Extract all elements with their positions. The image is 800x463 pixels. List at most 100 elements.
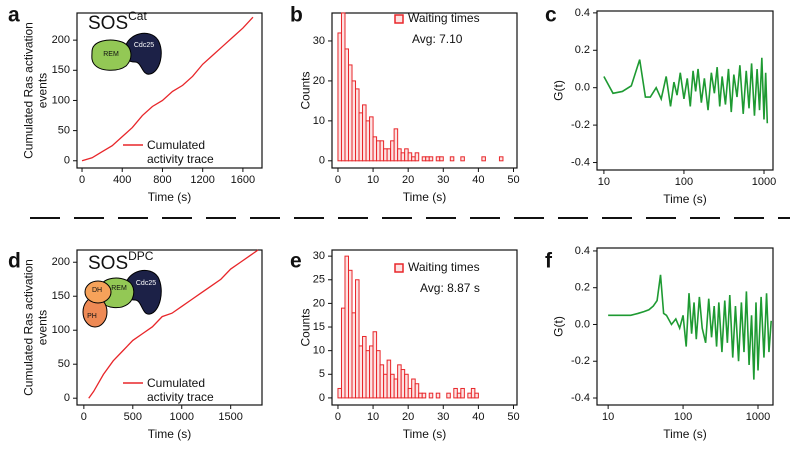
x-tick-label: 800 bbox=[153, 174, 171, 186]
x-tick-label: 0 bbox=[335, 411, 341, 423]
bar bbox=[397, 364, 402, 399]
y-tick-label: 30 bbox=[313, 35, 325, 47]
bar bbox=[365, 350, 371, 399]
legend-label: Waiting times bbox=[408, 11, 480, 25]
annotation-sup: Cat bbox=[128, 9, 147, 23]
bar bbox=[390, 373, 395, 399]
y-axis-label-box: Cumulated Ras activation events bbox=[21, 259, 49, 396]
x-tick-label: 100 bbox=[674, 411, 692, 423]
panel-label: a bbox=[8, 4, 20, 27]
bar bbox=[372, 331, 378, 399]
inset-label: Cdc25 bbox=[134, 42, 154, 49]
annotation-sup: DPC bbox=[128, 249, 154, 263]
x-axis-label: Time (s) bbox=[403, 427, 447, 441]
x-tick-label: 10 bbox=[602, 411, 614, 423]
panel-label: d bbox=[8, 250, 21, 273]
bar bbox=[456, 392, 462, 399]
bar bbox=[372, 136, 378, 162]
bar bbox=[351, 312, 357, 399]
y-axis-label: Counts bbox=[298, 71, 312, 110]
panel-label: b bbox=[290, 4, 303, 27]
legend-label: Cumulated activity trace bbox=[147, 138, 214, 166]
bar bbox=[453, 387, 458, 399]
data-line bbox=[81, 16, 254, 162]
x-axis-label: Time (s) bbox=[663, 192, 707, 206]
y-tick-label: 20 bbox=[313, 297, 325, 309]
x-tick-label: 1600 bbox=[231, 174, 255, 186]
plot-frame bbox=[76, 12, 263, 169]
x-axis-label: Time (s) bbox=[663, 427, 707, 441]
bar bbox=[404, 373, 409, 399]
plot-frame bbox=[331, 12, 518, 169]
x-axis-label: Time (s) bbox=[403, 190, 447, 204]
bar bbox=[400, 152, 406, 162]
x-tick-label: 40 bbox=[472, 174, 484, 186]
bar bbox=[407, 387, 413, 399]
inset-label: PH bbox=[87, 313, 97, 320]
bar bbox=[407, 152, 413, 162]
x-tick-label: 0 bbox=[79, 174, 85, 186]
annotation-main: SOS bbox=[88, 253, 128, 274]
bar bbox=[428, 156, 434, 162]
y-tick-label: 100 bbox=[52, 94, 70, 106]
bar bbox=[383, 373, 388, 399]
annotation: Avg: 7.10 bbox=[412, 32, 463, 46]
y-tick-label: -0.2 bbox=[571, 355, 590, 367]
legend-swatch bbox=[394, 263, 404, 273]
y-axis-label-box: Counts bbox=[298, 308, 312, 346]
y-tick-label: -0.4 bbox=[571, 156, 590, 168]
x-tick-label: 30 bbox=[437, 411, 449, 423]
y-tick-label: 0 bbox=[319, 155, 325, 167]
y-axis-label-box: Counts bbox=[298, 71, 312, 110]
y-tick-label: 150 bbox=[52, 64, 70, 76]
bar bbox=[418, 392, 423, 399]
bar bbox=[351, 80, 357, 162]
y-tick-label: -0.4 bbox=[571, 392, 590, 404]
bar bbox=[460, 387, 465, 399]
inset-label: REM bbox=[111, 285, 127, 292]
x-tick-label: 10 bbox=[367, 411, 379, 423]
inset-label: Cdc25 bbox=[136, 280, 156, 287]
bar bbox=[474, 392, 479, 399]
bar bbox=[347, 269, 353, 399]
annotation-main: SOS bbox=[88, 13, 128, 34]
bar bbox=[369, 345, 374, 399]
y-tick-label: 0.2 bbox=[575, 282, 590, 294]
bar bbox=[358, 345, 364, 399]
bar bbox=[340, 12, 346, 162]
bar bbox=[425, 156, 430, 162]
x-tick-label: 20 bbox=[402, 174, 414, 186]
x-tick-label: 50 bbox=[507, 411, 519, 423]
x-tick-label: 400 bbox=[113, 174, 131, 186]
inset-d: DH PH REM Cdc25 SOSDPC bbox=[82, 249, 162, 328]
bar bbox=[435, 156, 441, 162]
y-tick-label: 100 bbox=[52, 324, 70, 336]
y-tick-label: 20 bbox=[313, 75, 325, 87]
y-axis-label-box: G(t) bbox=[551, 80, 565, 101]
x-tick-label: 0 bbox=[81, 411, 87, 423]
y-tick-label: 0.2 bbox=[575, 44, 590, 56]
legend-label: Waiting times bbox=[408, 260, 480, 274]
bar bbox=[404, 148, 409, 162]
y-axis-label: Cumulated Ras activation events bbox=[21, 22, 49, 159]
y-tick-label: 50 bbox=[58, 125, 70, 137]
bar bbox=[449, 156, 455, 162]
plot-frame bbox=[596, 10, 774, 171]
annotation: Avg: 8.87 s bbox=[420, 281, 480, 295]
bar bbox=[347, 64, 353, 162]
x-tick-label: 100 bbox=[675, 176, 693, 188]
bar bbox=[365, 120, 371, 162]
bar bbox=[355, 279, 360, 399]
bar bbox=[386, 148, 392, 162]
bar bbox=[393, 128, 399, 162]
data-line bbox=[88, 249, 259, 399]
y-tick-label: 200 bbox=[52, 256, 70, 268]
y-axis-label: G(t) bbox=[551, 316, 565, 337]
bar bbox=[355, 88, 360, 162]
y-tick-label: 0.4 bbox=[575, 7, 590, 19]
y-tick-label: 0.4 bbox=[575, 245, 590, 257]
legend-label-box: Cumulated activity trace bbox=[147, 376, 214, 404]
bar bbox=[411, 156, 416, 162]
inset-label: REM bbox=[103, 51, 119, 58]
dh-shape bbox=[84, 280, 112, 304]
